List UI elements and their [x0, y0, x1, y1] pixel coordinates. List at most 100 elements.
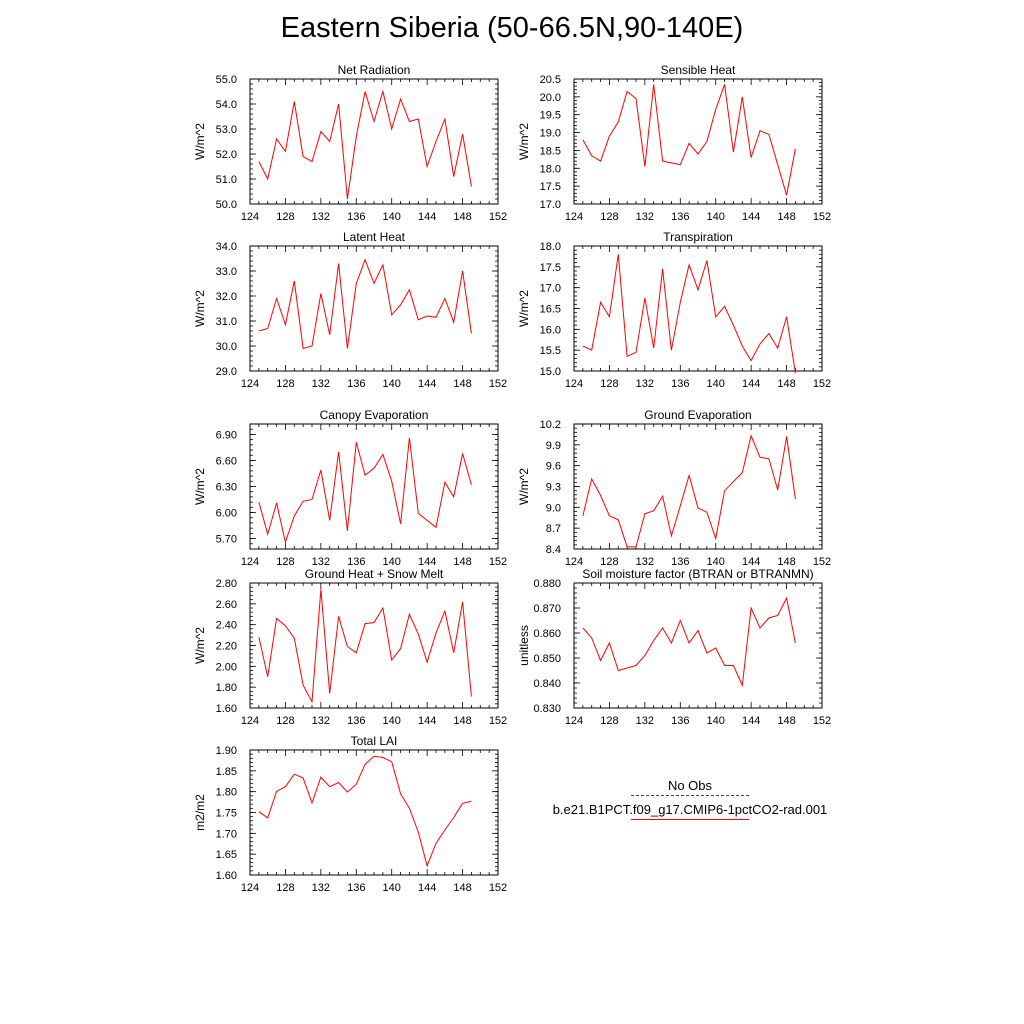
series-line	[258, 755, 472, 868]
x-tick-label: 140	[707, 715, 725, 727]
x-tick-label: 136	[671, 715, 689, 727]
panel-title: Soil moisture factor (BTRAN or BTRANMN)	[582, 567, 813, 581]
y-tick-label: 34.0	[216, 241, 237, 253]
x-tick-label: 128	[600, 211, 618, 223]
y-axis-label: W/m^2	[193, 468, 207, 505]
x-tick-label: 140	[707, 211, 725, 223]
y-axis-label: W/m^2	[193, 627, 207, 664]
panel-title: Net Radiation	[338, 63, 411, 77]
y-tick-label: 55.0	[216, 74, 237, 86]
x-tick-label: 144	[418, 715, 436, 727]
y-tick-label: 15.5	[540, 345, 561, 357]
y-tick-label: 18.0	[540, 241, 561, 253]
y-tick-label: 6.90	[216, 429, 237, 441]
y-tick-label: 0.830	[533, 703, 561, 715]
y-tick-label: 9.0	[546, 502, 561, 514]
x-tick-label: 136	[671, 556, 689, 568]
y-tick-label: 0.870	[533, 603, 561, 615]
x-tick-label: 152	[489, 715, 507, 727]
x-tick-label: 132	[636, 715, 654, 727]
panel-frame	[249, 582, 499, 709]
y-tick-label: 1.60	[216, 703, 237, 715]
series-line	[582, 84, 796, 196]
x-tick-label: 148	[453, 378, 471, 390]
x-tick-label: 132	[636, 378, 654, 390]
x-tick-label: 128	[276, 882, 294, 894]
y-tick-label: 1.80	[216, 787, 237, 799]
x-tick-label: 148	[777, 715, 795, 727]
panel-title: Ground Heat + Snow Melt	[305, 567, 444, 581]
y-tick-label: 1.65	[216, 849, 237, 861]
y-tick-label: 16.5	[540, 304, 561, 316]
y-tick-label: 17.0	[540, 199, 561, 211]
y-tick-label: 2.20	[216, 641, 237, 653]
x-tick-label: 152	[813, 211, 831, 223]
panel-title: Latent Heat	[343, 230, 406, 244]
x-tick-label: 136	[347, 211, 365, 223]
panel-frame	[249, 749, 499, 876]
x-tick-label: 140	[383, 882, 401, 894]
y-tick-label: 20.0	[540, 92, 561, 104]
x-tick-label: 140	[707, 378, 725, 390]
x-tick-label: 132	[636, 556, 654, 568]
x-tick-label: 152	[813, 556, 831, 568]
y-tick-label: 2.40	[216, 620, 237, 632]
x-tick-label: 140	[707, 556, 725, 568]
panel-title: Transpiration	[663, 230, 733, 244]
y-tick-label: 8.7	[546, 523, 561, 535]
panel-frame	[249, 423, 499, 550]
y-tick-label: 0.880	[533, 578, 561, 590]
series-line	[258, 437, 472, 544]
x-tick-label: 148	[777, 211, 795, 223]
x-tick-label: 124	[565, 556, 583, 568]
series-line	[258, 258, 472, 350]
series-line	[582, 254, 796, 374]
x-tick-label: 148	[453, 211, 471, 223]
series-line	[582, 434, 796, 548]
y-axis-label: W/m^2	[517, 468, 531, 505]
x-tick-label: 148	[777, 378, 795, 390]
y-tick-label: 17.5	[540, 262, 561, 274]
y-tick-label: 52.0	[216, 149, 237, 161]
y-tick-label: 10.2	[540, 419, 561, 431]
series-line	[258, 589, 472, 704]
y-tick-label: 20.5	[540, 74, 561, 86]
y-tick-label: 30.0	[216, 341, 237, 353]
y-tick-label: 1.80	[216, 682, 237, 694]
x-tick-label: 144	[418, 882, 436, 894]
x-tick-label: 124	[565, 715, 583, 727]
x-tick-label: 128	[276, 715, 294, 727]
x-tick-label: 152	[489, 211, 507, 223]
panel-title: Total LAI	[351, 734, 398, 748]
x-tick-label: 144	[742, 378, 760, 390]
y-tick-label: 0.860	[533, 628, 561, 640]
x-tick-label: 128	[600, 715, 618, 727]
y-tick-label: 32.0	[216, 291, 237, 303]
y-tick-label: 1.75	[216, 808, 237, 820]
panel-title: Canopy Evaporation	[320, 408, 429, 422]
series-line	[582, 596, 796, 688]
panel-3: Latent Heat W/m^2 124 128 132 136 140 144 148 152…	[193, 230, 507, 390]
x-tick-label: 148	[453, 882, 471, 894]
legend-obs-line	[631, 795, 749, 796]
x-tick-label: 140	[383, 556, 401, 568]
x-tick-label: 144	[418, 556, 436, 568]
y-axis-label: unitless	[517, 625, 531, 666]
y-tick-label: 9.3	[546, 482, 561, 494]
x-tick-label: 140	[383, 378, 401, 390]
y-axis-label: W/m^2	[193, 290, 207, 327]
x-tick-label: 152	[813, 715, 831, 727]
x-tick-label: 136	[671, 211, 689, 223]
y-tick-label: 9.6	[546, 461, 561, 473]
x-tick-label: 132	[312, 378, 330, 390]
y-tick-label: 54.0	[216, 99, 237, 111]
page-title: Eastern Siberia (50-66.5N,90-140E)	[280, 12, 744, 44]
y-tick-label: 51.0	[216, 174, 237, 186]
x-tick-label: 148	[777, 556, 795, 568]
x-tick-label: 136	[347, 556, 365, 568]
panel-title: Sensible Heat	[661, 63, 736, 77]
panel-frame	[573, 78, 823, 205]
panel-8: Soil moisture factor (BTRAN or BTRANMN) u…	[517, 567, 831, 727]
x-tick-label: 124	[241, 715, 259, 727]
